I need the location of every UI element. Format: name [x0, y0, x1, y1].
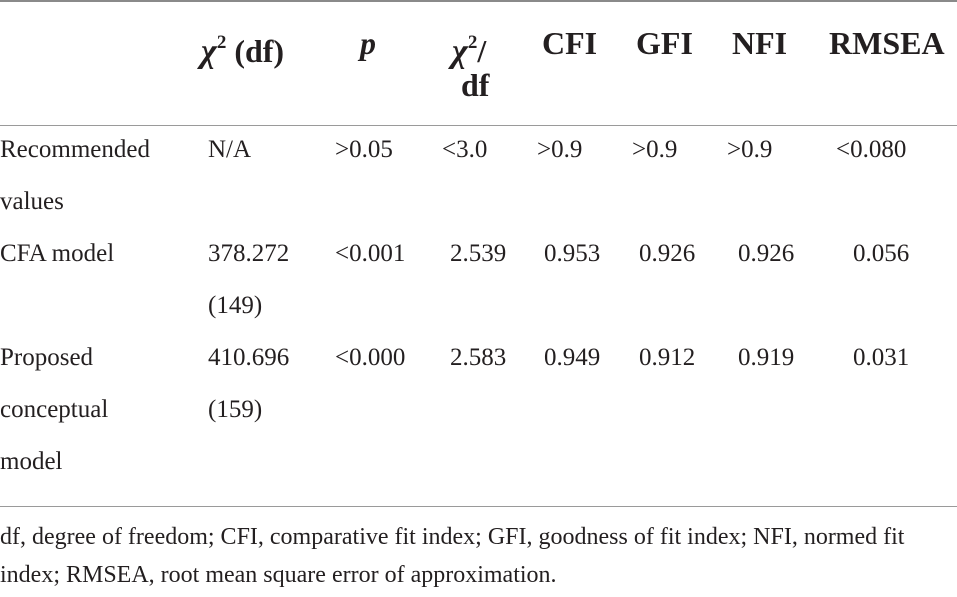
table-top-rule — [0, 0, 957, 2]
row-cfa-gfi: 0.926 — [639, 240, 696, 267]
row-proposed-chi2-line1: 410.696 — [208, 344, 290, 371]
row-proposed-label-line2: conceptual — [0, 396, 109, 423]
row-recommended-label-line2: values — [0, 188, 64, 215]
row-proposed-cfi: 0.949 — [544, 344, 601, 371]
table-footnote: df, degree of freedom; CFI, comparative … — [0, 524, 905, 588]
table-bottom-rule — [0, 506, 957, 507]
row-cfa-nfi: 0.926 — [738, 240, 795, 267]
chi-superscript: 2 — [216, 32, 227, 53]
row-proposed-p: <0.000 — [335, 344, 406, 371]
row-recommended-p: >0.05 — [335, 136, 393, 163]
row-cfa-chi2-line2: (149) — [208, 292, 263, 319]
row-recommended-chi2: N/A — [208, 136, 252, 163]
header-chi2-ratio: χ2/ — [452, 22, 486, 73]
header-nfi: NFI — [732, 25, 788, 61]
table-header-rule — [0, 125, 957, 126]
header-ratio-df: df — [461, 67, 490, 103]
header-cfi: CFI — [542, 25, 598, 61]
row-proposed-label-line3: model — [0, 448, 63, 475]
row-cfa-cfi: 0.953 — [544, 240, 601, 267]
row-cfa-label-line1: CFA model — [0, 240, 115, 267]
header-chi2-df: χ2 (df) — [201, 22, 284, 73]
row-cfa-rmsea: 0.056 — [853, 240, 910, 267]
row-proposed-chi2-line2: (159) — [208, 396, 263, 423]
chi-superscript-ratio: 2 — [467, 32, 478, 53]
row-recommended-gfi: >0.9 — [632, 136, 678, 163]
row-recommended-nfi: >0.9 — [727, 136, 773, 163]
row-proposed-gfi: 0.912 — [639, 344, 696, 371]
row-proposed-label-line1: Proposed — [0, 344, 94, 371]
header-p: p — [360, 25, 376, 61]
row-proposed-ratio: 2.583 — [450, 344, 507, 371]
header-gfi: GFI — [636, 25, 693, 61]
row-cfa-chi2-line1: 378.272 — [208, 240, 290, 267]
ratio-slash: / — [477, 33, 487, 69]
header-df-label: (df) — [226, 33, 285, 69]
chi-symbol-ratio: χ — [452, 33, 468, 70]
row-recommended-rmsea: <0.080 — [836, 136, 907, 163]
row-proposed-rmsea: 0.031 — [853, 344, 910, 371]
row-recommended-label-line1: Recommended — [0, 136, 150, 163]
row-cfa-ratio: 2.539 — [450, 240, 507, 267]
chi-symbol: χ — [201, 33, 217, 70]
row-proposed-nfi: 0.919 — [738, 344, 795, 371]
header-rmsea: RMSEA — [829, 25, 945, 61]
row-recommended-cfi: >0.9 — [537, 136, 583, 163]
row-cfa-p: <0.001 — [335, 240, 406, 267]
row-recommended-ratio: <3.0 — [442, 136, 488, 163]
